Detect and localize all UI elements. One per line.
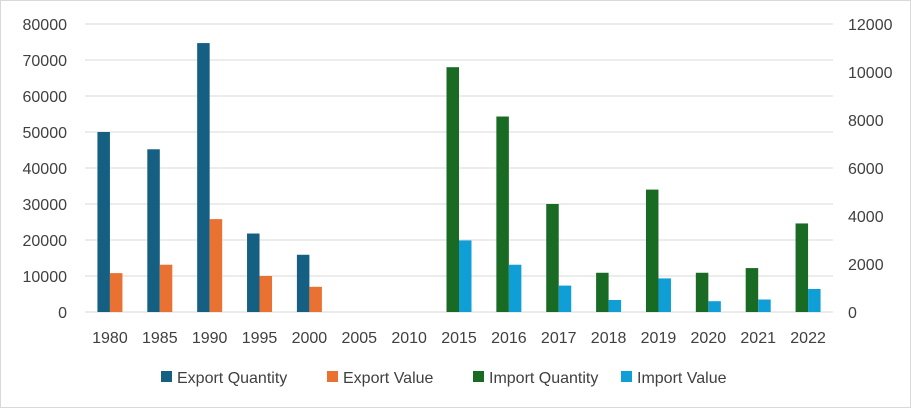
- category-tick-label: 2018: [591, 330, 627, 347]
- bar-import-quantity: [745, 268, 759, 312]
- bar-export-value: [109, 273, 123, 312]
- right-axis-tick-label: 6000: [848, 161, 884, 178]
- right-axis-tick-label: 12000: [848, 17, 893, 34]
- legend-swatch: [473, 371, 484, 382]
- left-axis-tick-label: 80000: [23, 17, 68, 34]
- category-tick-label: 2016: [491, 330, 527, 347]
- legend-label: Import Quantity: [489, 370, 598, 387]
- bar-import-quantity: [795, 223, 809, 312]
- bar-export-value: [209, 219, 223, 312]
- category-tick-label: 2019: [641, 330, 677, 347]
- left-axis-tick-label: 50000: [23, 125, 68, 142]
- bar-import-value: [658, 278, 671, 312]
- bar-export-quantity: [97, 132, 110, 312]
- left-axis-tick-label: 20000: [23, 233, 68, 250]
- right-axis-ticks: 0 2000 4000 6000 8000 10000 12000: [848, 17, 893, 322]
- category-axis-ticks: 1980 1985 1990 1995 2000 2005 2010 2015 2016 2017…: [92, 330, 826, 347]
- left-axis-tick-label: 10000: [23, 269, 68, 286]
- right-axis-tick-label: 8000: [848, 113, 884, 130]
- left-axis-tick-label: 0: [58, 305, 67, 322]
- bar-export-quantity: [197, 43, 210, 313]
- bar-export-quantity: [147, 149, 160, 312]
- category-tick-label: 2010: [391, 330, 427, 347]
- category-tick-label: 1995: [242, 330, 278, 347]
- category-tick-label: 2000: [292, 330, 328, 347]
- category-tick-label: 2022: [790, 330, 826, 347]
- bar-export-quantity: [296, 254, 310, 312]
- legend-swatch: [327, 371, 338, 382]
- right-axis-tick-label: 2000: [848, 257, 884, 274]
- bar-import-quantity: [695, 272, 709, 312]
- legend-label: Export Value: [343, 370, 434, 387]
- bar-import-quantity: [645, 189, 659, 312]
- bars: [97, 43, 821, 313]
- left-axis-ticks: 0 10000 20000 30000 40000 50000 60000 70000 8000…: [23, 17, 68, 322]
- bar-import-value: [508, 264, 522, 312]
- bar-import-quantity: [446, 67, 459, 312]
- bar-import-quantity: [496, 116, 509, 313]
- category-tick-label: 2005: [341, 330, 377, 347]
- legend: Export Quantity Export Value Import Quanti…: [161, 370, 727, 387]
- category-tick-label: 1980: [92, 330, 128, 347]
- right-axis-tick-label: 10000: [848, 65, 893, 82]
- bar-import-value: [459, 240, 472, 312]
- bar-export-value: [259, 276, 273, 312]
- legend-label: Export Quantity: [177, 370, 287, 387]
- legend-label: Import Value: [637, 370, 727, 387]
- right-axis-tick-label: 4000: [848, 209, 884, 226]
- left-axis-tick-label: 40000: [23, 161, 68, 178]
- category-tick-label: 2017: [541, 330, 577, 347]
- bar-import-value: [758, 299, 771, 312]
- legend-swatch: [161, 371, 172, 382]
- bar-import-quantity: [596, 272, 609, 312]
- bar-import-value: [708, 301, 721, 312]
- left-axis-tick-label: 30000: [23, 197, 68, 214]
- bar-import-value: [808, 288, 821, 312]
- bar-export-value: [309, 286, 322, 312]
- bar-import-value: [608, 300, 622, 312]
- category-tick-label: 2021: [740, 330, 776, 347]
- bar-import-quantity: [546, 204, 559, 312]
- category-tick-label: 2015: [441, 330, 477, 347]
- category-tick-label: 2020: [691, 330, 727, 347]
- category-tick-label: 1990: [192, 330, 228, 347]
- left-axis-tick-label: 70000: [23, 53, 68, 70]
- bar-import-value: [558, 285, 572, 312]
- bar-export-value: [159, 264, 173, 312]
- legend-swatch: [621, 371, 632, 382]
- right-axis-tick-label: 0: [848, 305, 857, 322]
- left-axis-tick-label: 60000: [23, 89, 68, 106]
- category-tick-label: 1985: [142, 330, 178, 347]
- bar-export-quantity: [247, 233, 260, 312]
